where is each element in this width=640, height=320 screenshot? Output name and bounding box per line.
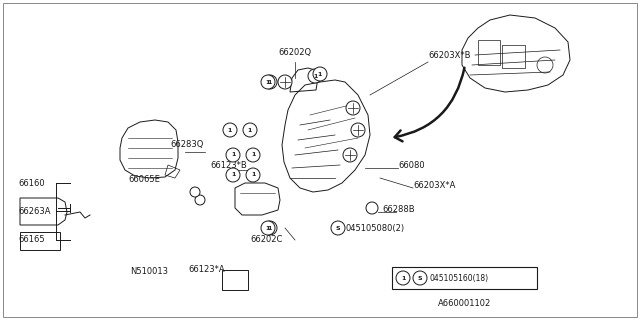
Circle shape	[313, 67, 327, 81]
Text: 045105160(18): 045105160(18)	[430, 274, 489, 283]
Circle shape	[308, 69, 322, 83]
Text: 1: 1	[231, 172, 235, 178]
Text: N510013: N510013	[130, 268, 168, 276]
Circle shape	[226, 148, 240, 162]
Text: 1: 1	[266, 226, 270, 230]
Text: 66123*B: 66123*B	[210, 161, 247, 170]
Text: 1: 1	[268, 79, 272, 84]
Circle shape	[190, 187, 200, 197]
Text: S: S	[336, 226, 340, 230]
Text: 66160: 66160	[18, 179, 45, 188]
Circle shape	[261, 221, 275, 235]
Circle shape	[243, 123, 257, 137]
Text: 66123*A: 66123*A	[188, 266, 225, 275]
Circle shape	[396, 271, 410, 285]
Text: S: S	[418, 276, 422, 281]
Circle shape	[246, 168, 260, 182]
Text: 1: 1	[313, 74, 317, 78]
Text: 66065E: 66065E	[128, 175, 160, 185]
Circle shape	[331, 221, 345, 235]
Text: 1: 1	[268, 226, 272, 230]
Text: 66165: 66165	[18, 236, 45, 244]
Circle shape	[223, 123, 237, 137]
Text: 66203X*B: 66203X*B	[428, 51, 470, 60]
Text: 66080: 66080	[398, 161, 424, 170]
Circle shape	[263, 221, 277, 235]
Text: 66283Q: 66283Q	[170, 140, 204, 149]
Text: 1: 1	[231, 153, 235, 157]
Circle shape	[343, 148, 357, 162]
Circle shape	[226, 168, 240, 182]
Text: 1: 1	[248, 127, 252, 132]
Circle shape	[278, 75, 292, 89]
FancyArrowPatch shape	[395, 68, 465, 141]
Text: 66263A: 66263A	[18, 206, 51, 215]
Text: 1: 1	[401, 276, 405, 281]
Circle shape	[261, 75, 275, 89]
Text: 66288B: 66288B	[382, 205, 415, 214]
Text: 66203X*A: 66203X*A	[413, 180, 456, 189]
Text: 045105080(2): 045105080(2)	[345, 223, 404, 233]
Circle shape	[413, 271, 427, 285]
Circle shape	[346, 101, 360, 115]
Circle shape	[351, 123, 365, 137]
Text: 1: 1	[251, 153, 255, 157]
Circle shape	[366, 202, 378, 214]
Circle shape	[263, 75, 277, 89]
Text: 1: 1	[318, 71, 322, 76]
Text: 1: 1	[251, 172, 255, 178]
Text: 66202C: 66202C	[250, 236, 282, 244]
Text: 1: 1	[266, 79, 270, 84]
Circle shape	[195, 195, 205, 205]
Circle shape	[246, 148, 260, 162]
Text: 66202Q: 66202Q	[278, 47, 312, 57]
Text: A660001102: A660001102	[438, 299, 491, 308]
Text: 1: 1	[228, 127, 232, 132]
